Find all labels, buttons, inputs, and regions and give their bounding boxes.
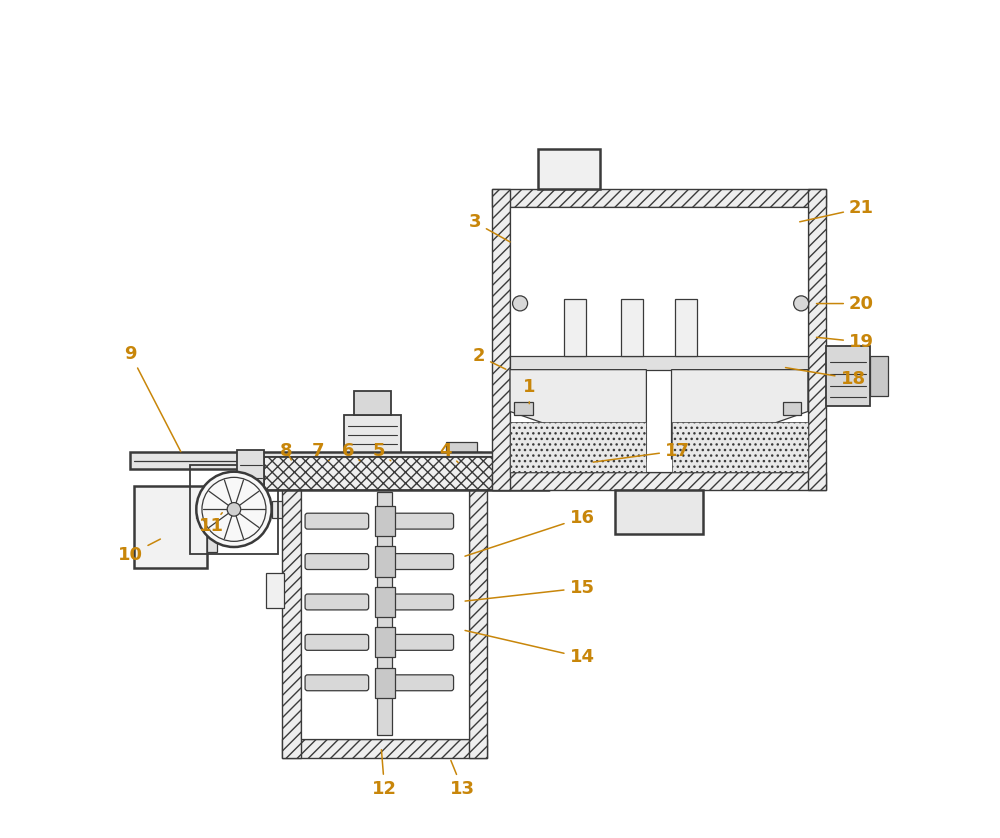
FancyBboxPatch shape (390, 554, 454, 570)
Bar (783, 402, 801, 415)
Bar (377, 492, 392, 735)
Bar (282, 469, 301, 758)
Text: 20: 20 (817, 294, 874, 313)
Circle shape (794, 296, 809, 311)
Bar (469, 469, 487, 758)
Bar (510, 207, 808, 472)
Text: 5: 5 (372, 442, 391, 461)
Text: 12: 12 (372, 750, 397, 798)
Bar (272, 501, 282, 518)
FancyBboxPatch shape (390, 513, 454, 529)
Text: 13: 13 (450, 760, 475, 798)
Bar (808, 189, 826, 490)
FancyBboxPatch shape (390, 675, 454, 691)
Bar (134, 486, 207, 568)
Text: 16: 16 (465, 509, 594, 556)
Bar (266, 572, 284, 608)
Bar (282, 469, 487, 488)
Bar (870, 355, 888, 396)
Bar (237, 450, 264, 499)
Bar (615, 490, 703, 534)
Bar (282, 739, 487, 758)
Text: 17: 17 (593, 442, 690, 462)
Text: 6: 6 (341, 442, 360, 461)
Circle shape (227, 503, 241, 516)
Bar (510, 422, 646, 472)
Bar (375, 587, 395, 617)
Bar (492, 189, 510, 490)
Bar (196, 501, 217, 518)
Circle shape (196, 472, 272, 547)
Bar (826, 345, 870, 406)
Circle shape (513, 296, 528, 311)
Bar (441, 453, 482, 469)
Text: 2: 2 (473, 347, 506, 370)
FancyBboxPatch shape (305, 554, 369, 570)
Text: 11: 11 (199, 513, 224, 535)
Text: 14: 14 (465, 630, 594, 666)
Bar (375, 506, 395, 536)
Bar (492, 189, 826, 207)
Bar (301, 488, 469, 739)
Bar (354, 391, 391, 415)
FancyBboxPatch shape (390, 594, 454, 610)
FancyBboxPatch shape (305, 513, 369, 529)
Bar (446, 442, 477, 453)
Bar (510, 356, 808, 370)
Bar (264, 457, 549, 490)
Bar (130, 453, 494, 469)
Text: 10: 10 (118, 539, 160, 563)
Text: 8: 8 (280, 442, 293, 460)
Polygon shape (510, 370, 646, 459)
Bar (672, 422, 808, 472)
Text: 18: 18 (786, 368, 866, 388)
Bar (564, 299, 586, 356)
Bar (675, 299, 697, 356)
Bar (538, 149, 600, 189)
Text: 4: 4 (439, 442, 458, 463)
Text: 19: 19 (816, 333, 874, 351)
Bar (375, 628, 395, 658)
Text: 7: 7 (311, 442, 329, 461)
Bar (514, 402, 533, 415)
Bar (207, 502, 217, 551)
Bar (344, 415, 401, 469)
Bar (621, 299, 643, 356)
FancyBboxPatch shape (305, 634, 369, 650)
Polygon shape (672, 370, 808, 459)
FancyBboxPatch shape (305, 594, 369, 610)
Text: 21: 21 (800, 199, 874, 222)
Bar (375, 546, 395, 577)
Text: 15: 15 (465, 579, 594, 601)
Text: 9: 9 (124, 344, 181, 452)
Bar (190, 465, 278, 554)
Bar (492, 472, 826, 490)
FancyBboxPatch shape (305, 675, 369, 691)
FancyBboxPatch shape (390, 634, 454, 650)
Text: 3: 3 (469, 214, 510, 242)
Bar (375, 668, 395, 698)
Text: 1: 1 (523, 378, 536, 404)
